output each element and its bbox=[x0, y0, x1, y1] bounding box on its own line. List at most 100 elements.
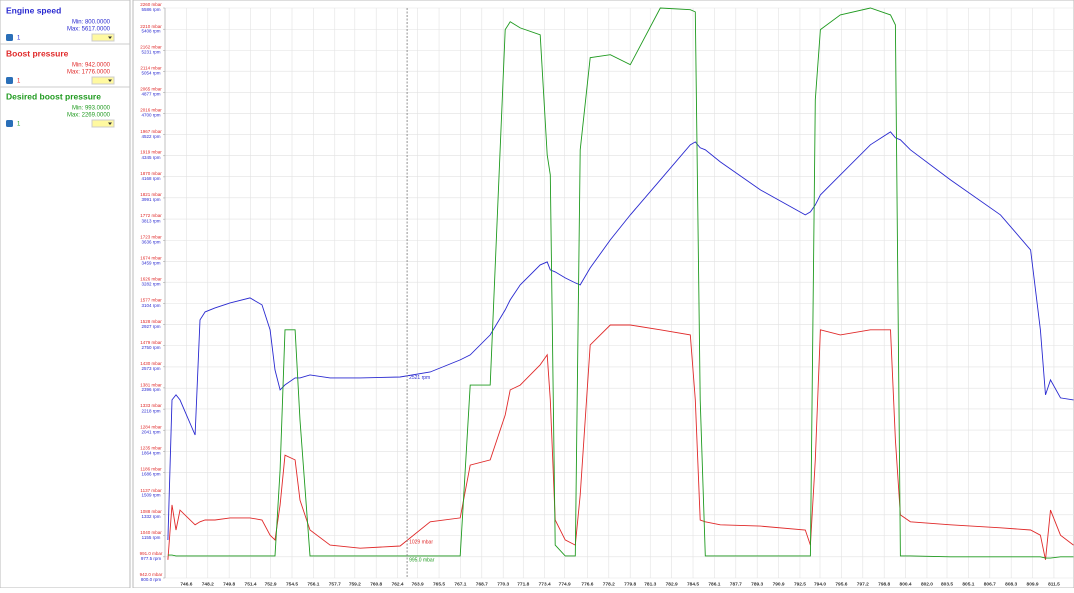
y-tick-label: 1821 mbar bbox=[140, 192, 162, 197]
channel-name: Engine speed bbox=[6, 5, 61, 15]
x-tick-label: 803.5 bbox=[941, 581, 953, 587]
y-tick-label: 2114 mbar bbox=[140, 65, 162, 70]
dropdown-arrow bbox=[108, 36, 112, 39]
y2-tick-label: 2927 rpm bbox=[141, 324, 160, 329]
x-tick-label: 765.5 bbox=[433, 581, 445, 587]
x-tick-label: 811.5 bbox=[1048, 581, 1060, 587]
y-tick-label: 1674 mbar bbox=[140, 256, 162, 261]
y2-tick-label: 4700 rpm bbox=[141, 113, 160, 118]
cursor-label: 1029 mbar bbox=[409, 540, 433, 546]
checkbox[interactable] bbox=[6, 77, 13, 84]
x-tick-label: 798.8 bbox=[878, 581, 890, 587]
y2-tick-label: 5054 rpm bbox=[141, 71, 160, 76]
x-tick-label: 786.1 bbox=[708, 581, 720, 587]
y-tick-label: 1870 mbar bbox=[140, 171, 162, 176]
y-tick-label: 1333 mbar bbox=[140, 403, 162, 408]
x-tick-label: 770.3 bbox=[497, 581, 509, 587]
y-tick-label: 1430 mbar bbox=[140, 361, 162, 366]
y-tick-label: 2260 mbar bbox=[140, 2, 162, 7]
y2-tick-label: 4345 rpm bbox=[141, 155, 160, 160]
x-tick-label: 792.5 bbox=[794, 581, 806, 587]
y-tick-label: 1235 mbar bbox=[140, 445, 162, 450]
x-tick-label: 759.2 bbox=[349, 581, 361, 587]
x-tick-label: 806.7 bbox=[984, 581, 996, 587]
y-tick-label: 1626 mbar bbox=[140, 276, 162, 281]
dropdown[interactable] bbox=[91, 76, 115, 85]
x-tick-label: 752.9 bbox=[265, 581, 277, 587]
x-tick-label: 749.8 bbox=[223, 581, 235, 587]
x-tick-label: 756.1 bbox=[307, 581, 319, 587]
check-label: 1 bbox=[17, 79, 21, 85]
x-tick-label: 751.4 bbox=[245, 581, 257, 587]
x-tick-label: 767.1 bbox=[454, 581, 466, 587]
y-tick-label: 1186 mbar bbox=[140, 467, 162, 472]
y-tick-label: 1723 mbar bbox=[140, 234, 162, 239]
y2-tick-label: 977.5 rpm bbox=[141, 556, 162, 561]
x-tick-label: 748.2 bbox=[202, 581, 214, 587]
y2-tick-label: 4168 rpm bbox=[141, 176, 160, 181]
y2-tick-label: 2396 rpm bbox=[141, 387, 160, 392]
y2-tick-label: 3636 rpm bbox=[141, 239, 160, 244]
y2-tick-label: 4877 rpm bbox=[141, 92, 160, 97]
chart-panel bbox=[132, 0, 1074, 589]
dropdown[interactable] bbox=[91, 119, 115, 128]
channel-name: Desired boost pressure bbox=[6, 91, 101, 101]
series-line bbox=[167, 131, 1074, 541]
y-tick-label: 2210 mbar bbox=[140, 24, 162, 29]
y-tick-label: 991.0 mbar bbox=[140, 551, 163, 556]
x-tick-label: 746.6 bbox=[180, 581, 192, 587]
x-tick-label: 797.2 bbox=[857, 581, 869, 587]
cursor-label: 2521 rpm bbox=[409, 375, 430, 381]
checkbox[interactable] bbox=[6, 34, 13, 41]
min-label: Min: 942.0000 bbox=[72, 63, 111, 69]
x-tick-label: 779.8 bbox=[624, 581, 636, 587]
y-tick-label: 1088 mbar bbox=[140, 509, 162, 514]
channel-name: Boost pressure bbox=[6, 48, 69, 58]
max-label: Max: 1776.0000 bbox=[67, 70, 111, 76]
x-tick-label: 754.5 bbox=[286, 581, 298, 587]
y2-tick-label: 3282 rpm bbox=[141, 282, 160, 287]
dropdown-arrow bbox=[108, 79, 112, 82]
y-tick-label: 1967 mbar bbox=[140, 129, 162, 134]
y2-tick-label: 2218 rpm bbox=[141, 408, 160, 413]
x-tick-label: 787.7 bbox=[730, 581, 742, 587]
y2-tick-label: 2750 rpm bbox=[141, 345, 160, 350]
check-label: 1 bbox=[17, 122, 21, 128]
y2-tick-label: 3459 rpm bbox=[141, 261, 160, 266]
y2-tick-label: 5231 rpm bbox=[141, 49, 160, 54]
y-tick-label: 942.0 mbar bbox=[140, 572, 163, 577]
y-tick-label: 1772 mbar bbox=[140, 213, 162, 218]
x-tick-label: 789.3 bbox=[751, 581, 763, 587]
y2-tick-label: 4522 rpm bbox=[141, 134, 160, 139]
y-tick-label: 1284 mbar bbox=[140, 424, 162, 429]
x-tick-label: 771.8 bbox=[517, 581, 529, 587]
y2-tick-label: 1509 rpm bbox=[141, 493, 160, 498]
y-tick-label: 2016 mbar bbox=[140, 108, 162, 113]
x-tick-label: 776.6 bbox=[581, 581, 593, 587]
y-tick-label: 1528 mbar bbox=[140, 319, 162, 324]
y-tick-label: 2162 mbar bbox=[140, 45, 162, 50]
y-tick-label: 2065 mbar bbox=[140, 87, 162, 92]
y2-tick-label: 800.0 rpm bbox=[141, 577, 162, 582]
y-tick-label: 1040 mbar bbox=[140, 530, 162, 535]
max-label: Max: 5617.0000 bbox=[67, 27, 111, 33]
x-tick-label: 762.4 bbox=[392, 581, 404, 587]
x-tick-label: 808.3 bbox=[1005, 581, 1017, 587]
y2-tick-label: 2041 rpm bbox=[141, 429, 160, 434]
x-tick-label: 760.8 bbox=[370, 581, 382, 587]
checkbox[interactable] bbox=[6, 120, 13, 127]
y-tick-label: 1577 mbar bbox=[140, 298, 162, 303]
x-tick-label: 802.0 bbox=[921, 581, 933, 587]
y2-tick-label: 2573 rpm bbox=[141, 366, 160, 371]
x-tick-label: 782.9 bbox=[666, 581, 678, 587]
dropdown[interactable] bbox=[91, 33, 115, 42]
sidebar bbox=[0, 0, 131, 589]
y2-tick-label: 5408 rpm bbox=[141, 28, 160, 33]
x-tick-label: 784.5 bbox=[687, 581, 699, 587]
x-tick-label: 805.1 bbox=[962, 581, 974, 587]
x-tick-label: 794.0 bbox=[814, 581, 826, 587]
cursor-label: 995.0 mbar bbox=[409, 557, 435, 563]
x-tick-label: 768.7 bbox=[476, 581, 488, 587]
dropdown-arrow bbox=[108, 122, 112, 125]
